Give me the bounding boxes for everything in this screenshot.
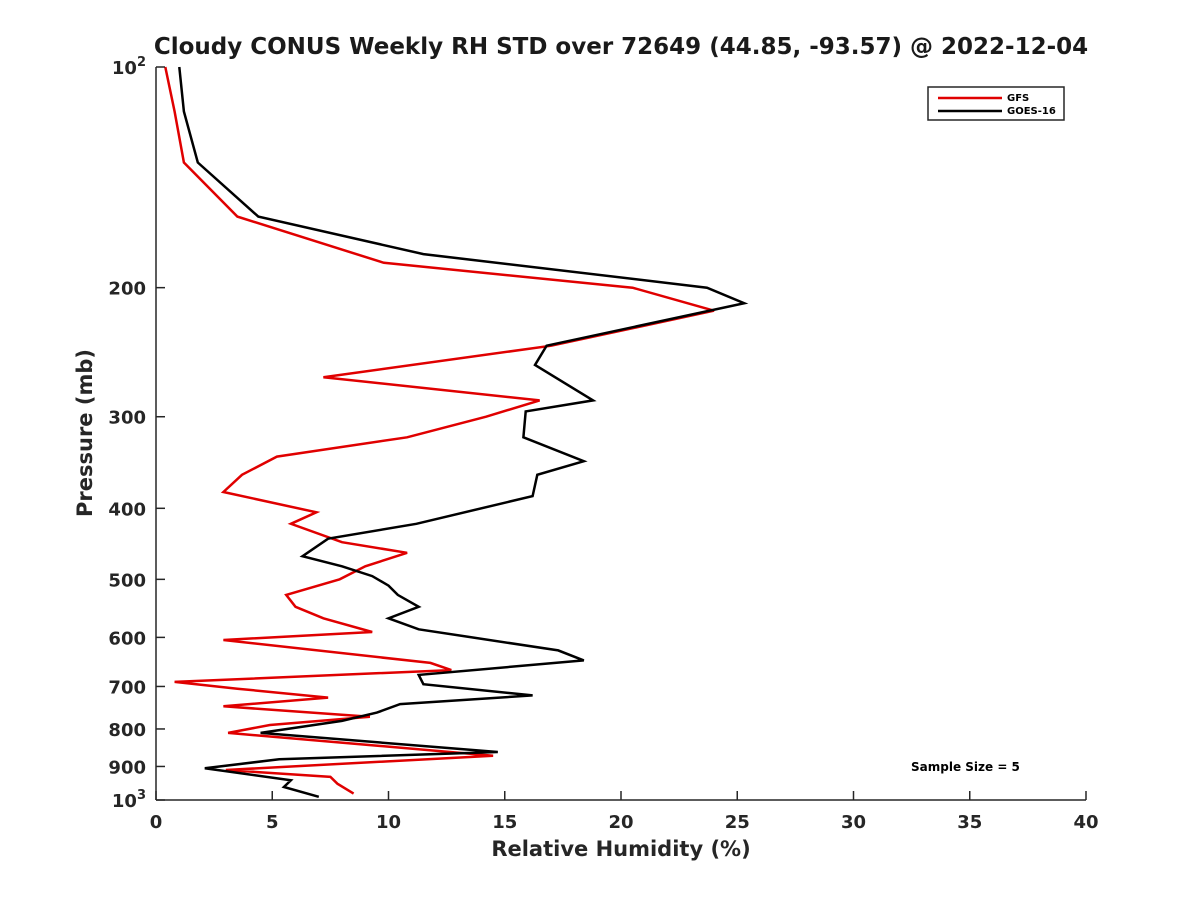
y-tick-label: 300	[108, 408, 146, 429]
x-tick-label: 25	[725, 812, 750, 833]
series-layer	[164, 66, 749, 799]
legend: GFS GOES-16	[927, 86, 1065, 121]
x-tick-label: 10	[376, 812, 401, 833]
legend-box	[927, 86, 1065, 121]
x-tick-label: 5	[266, 812, 279, 833]
x-axis-label: Relative Humidity (%)	[491, 837, 750, 861]
x-tick-label: 0	[150, 812, 163, 833]
y-tick-label: 103	[112, 788, 146, 812]
x-tick-label: 30	[841, 812, 866, 833]
legend-label-goes16: GOES-16	[1007, 106, 1056, 117]
x-tick-label: 35	[957, 812, 982, 833]
chart-title: Cloudy CONUS Weekly RH STD over 72649 (4…	[154, 34, 1088, 60]
legend-label-gfs: GFS	[1007, 93, 1029, 104]
sample-size-annotation: Sample Size = 5	[911, 760, 1020, 774]
x-ticks: 0 5 10 15 20 25 30 35 40	[150, 791, 1099, 833]
y-tick-label: 600	[108, 628, 146, 649]
plot-area	[156, 67, 1086, 800]
x-tick-label: 20	[608, 812, 633, 833]
y-tick-label: 400	[108, 499, 146, 520]
series-line-goes16	[178, 66, 749, 799]
y-axis-label: Pressure (mb)	[73, 349, 97, 517]
y-tick-label: 200	[108, 279, 146, 300]
y-tick-label: 800	[108, 720, 146, 741]
x-tick-label: 40	[1073, 812, 1098, 833]
y-tick-label: 102	[112, 55, 146, 79]
y-tick-label: 700	[108, 677, 146, 698]
y-ticks: 102 200 300 400 500 600 700 800 900 103	[108, 55, 165, 812]
y-tick-label: 900	[108, 757, 146, 778]
x-tick-label: 15	[492, 812, 517, 833]
y-tick-label: 500	[108, 570, 146, 591]
